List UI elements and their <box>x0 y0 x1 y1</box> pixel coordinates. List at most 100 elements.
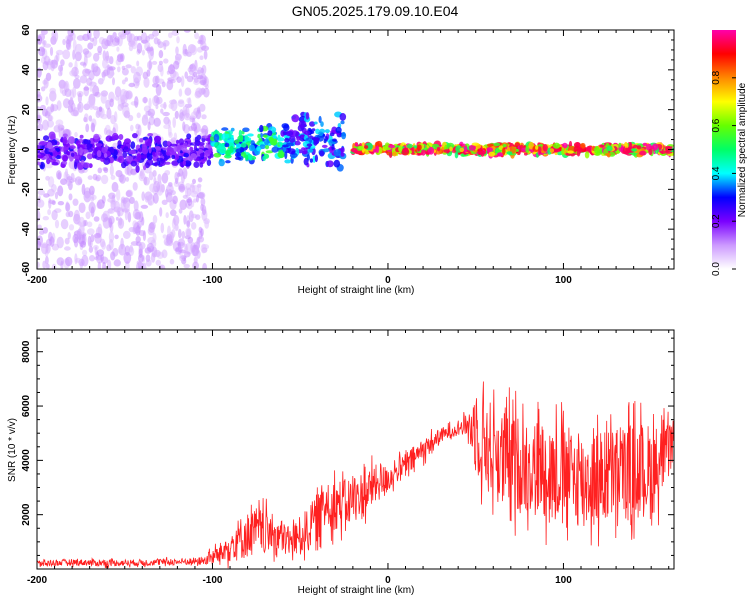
heatmap-cell <box>213 152 222 158</box>
heatmap-cell <box>125 176 130 182</box>
heatmap-cell <box>147 60 153 70</box>
heatmap-cell <box>93 52 100 62</box>
heatmap-cell <box>608 151 616 157</box>
heatmap-cell <box>291 114 300 123</box>
heatmap-cell <box>198 191 206 199</box>
heatmap-cell <box>161 81 166 88</box>
heatmap-cell <box>55 49 64 56</box>
heatmap-cell <box>502 147 506 156</box>
heatmap-cell <box>323 138 327 144</box>
heatmap-cell <box>128 226 136 233</box>
heatmap-cell <box>593 146 600 154</box>
heatmap-cell <box>230 135 234 143</box>
heatmap-cell <box>111 181 119 193</box>
heatmap-cell <box>178 88 183 97</box>
heatmap-cell <box>111 132 119 141</box>
heatmap-cell <box>285 130 294 137</box>
heatmap-cell <box>162 140 169 148</box>
heatmap-cell <box>341 131 347 140</box>
heatmap-cell <box>224 142 230 148</box>
heatmap-cell <box>43 135 50 141</box>
heatmap-cell <box>402 147 408 153</box>
heatmap-cell <box>205 144 213 149</box>
heatmap-cell <box>68 62 73 68</box>
heatmap-cell <box>105 135 113 142</box>
heatmap-cell <box>119 88 128 101</box>
heatmap-cell <box>171 154 176 160</box>
heatmap-cell <box>160 108 164 114</box>
colorbar-tick-label: 0.6 <box>711 118 722 132</box>
heatmap-cell <box>194 32 200 40</box>
heatmap-cell <box>182 160 186 166</box>
heatmap-cell <box>65 151 70 155</box>
heatmap-cell <box>130 168 137 175</box>
heatmap-cell <box>46 119 55 128</box>
heatmap-cell <box>132 220 138 228</box>
heatmap-cell <box>152 75 159 85</box>
heatmap-cell <box>78 202 86 214</box>
heatmap-cell <box>642 142 648 147</box>
heatmap-cell <box>153 176 157 185</box>
heatmap-cell <box>46 141 53 149</box>
heatmap-cell <box>271 146 279 153</box>
heatmap-cell <box>116 188 121 201</box>
heatmap-cell <box>68 193 73 201</box>
heatmap-cell <box>298 120 307 129</box>
x-tick-label: 0 <box>385 275 391 286</box>
heatmap-cell <box>193 198 197 203</box>
colorbar-tick-label: 0.0 <box>711 262 722 276</box>
heatmap-cell <box>138 259 143 269</box>
heatmap-cell <box>90 234 95 243</box>
heatmap-cell <box>218 143 226 150</box>
heatmap-cell <box>161 199 168 205</box>
heatmap-cell <box>109 98 114 108</box>
heatmap-cell <box>100 113 108 120</box>
heatmap-cell <box>93 133 100 140</box>
heatmap-cell <box>105 99 111 110</box>
heatmap-cell <box>200 197 206 207</box>
heatmap-cell <box>127 211 132 223</box>
heatmap-cell <box>173 145 177 152</box>
heatmap-cell <box>213 133 220 142</box>
heatmap-cell <box>105 50 110 62</box>
heatmap-cell <box>47 209 51 216</box>
heatmap-cell <box>189 184 196 193</box>
heatmap-cell <box>125 155 133 162</box>
heatmap-cell <box>277 150 286 159</box>
heatmap-cell <box>132 182 138 191</box>
heatmap-cell <box>199 55 204 60</box>
x-tick-label: 100 <box>555 575 572 586</box>
heatmap-cell <box>152 192 159 204</box>
heatmap-cell <box>74 131 78 138</box>
heatmap-cell <box>49 87 56 94</box>
heatmap-cell <box>48 131 56 140</box>
heatmap-cell <box>101 71 106 78</box>
heatmap-cell <box>183 152 189 158</box>
heatmap-cell <box>112 247 119 257</box>
heatmap-cell <box>97 261 102 269</box>
x-tick-label: 0 <box>385 575 391 586</box>
colorbar: 0.0 0.2 0.4 0.6 0.8 Normalized spectral ampl… <box>711 30 748 276</box>
heatmap-cell <box>142 97 149 104</box>
heatmap-cell <box>502 143 507 148</box>
heatmap-cell <box>136 153 142 162</box>
heatmap-cell <box>184 243 188 254</box>
heatmap-cell <box>88 246 94 253</box>
heatmap-cell <box>145 47 154 52</box>
heatmap-cell <box>289 135 296 143</box>
heatmap-cell <box>166 184 174 195</box>
heatmap-cell <box>525 145 530 154</box>
heatmap-cell <box>114 86 122 98</box>
heatmap-cell <box>279 137 285 142</box>
heatmap-cell <box>79 134 84 139</box>
heatmap-cell <box>195 148 199 152</box>
heatmap-cell <box>121 102 129 108</box>
heatmap-cell <box>79 75 88 84</box>
heatmap-cell <box>229 145 234 153</box>
heatmap-cell <box>87 42 94 50</box>
heatmap-cell <box>306 143 313 147</box>
heatmap-cell <box>434 148 442 155</box>
heatmap-cell <box>535 145 539 150</box>
snr-ticks: -200 -100 0 100 2000 4000 6000 8000 <box>21 330 674 586</box>
